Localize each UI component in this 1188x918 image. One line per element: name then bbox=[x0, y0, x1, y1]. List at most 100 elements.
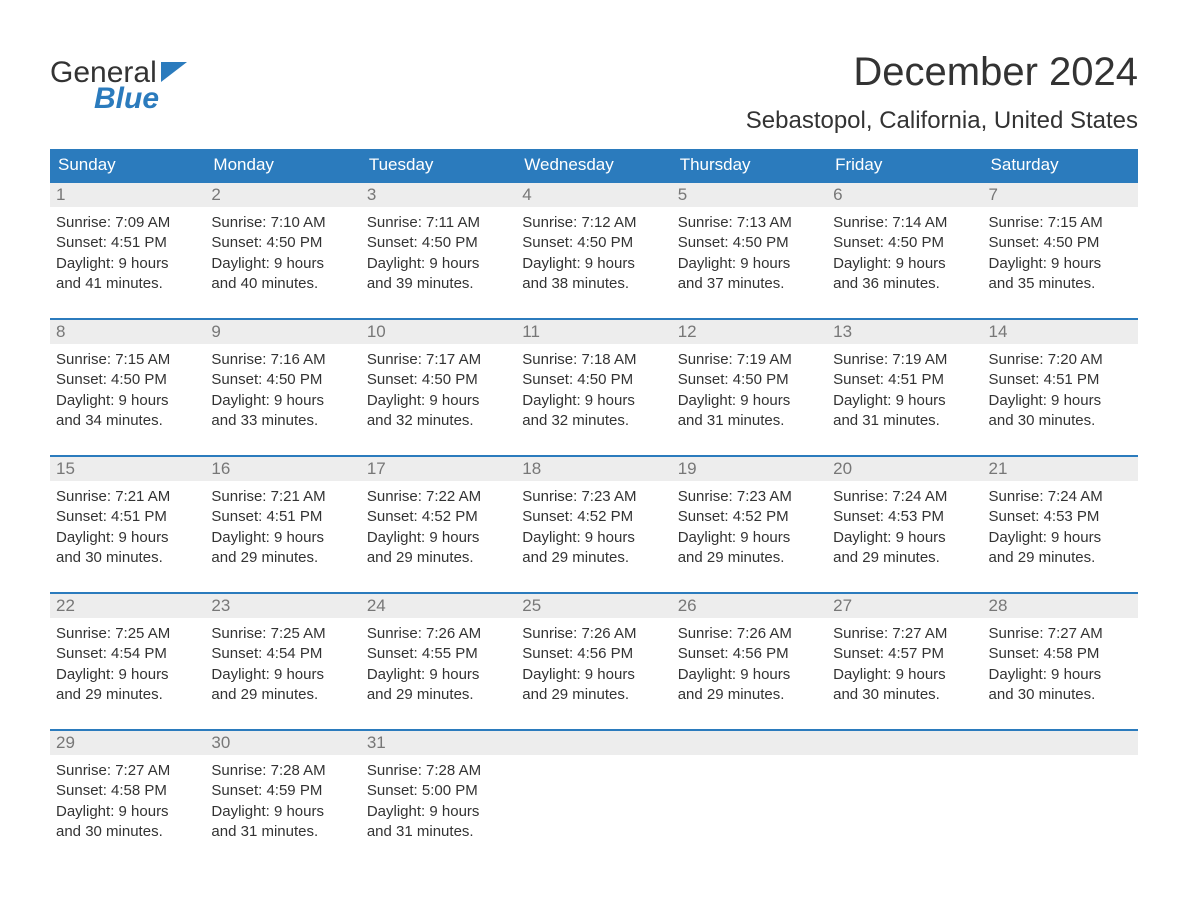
sunset-text: Sunset: 4:53 PM bbox=[833, 507, 976, 527]
day-body: Sunrise: 7:22 AMSunset: 4:52 PMDaylight:… bbox=[361, 481, 516, 574]
sunrise-text: Sunrise: 7:26 AM bbox=[678, 624, 821, 644]
day-number: 11 bbox=[516, 320, 671, 344]
sunset-text: Sunset: 4:51 PM bbox=[833, 370, 976, 390]
calendar-day: 3Sunrise: 7:11 AMSunset: 4:50 PMDaylight… bbox=[361, 183, 516, 300]
daylight-text-2: and 40 minutes. bbox=[211, 274, 354, 294]
daylight-text-2: and 29 minutes. bbox=[522, 548, 665, 568]
calendar-week: 1Sunrise: 7:09 AMSunset: 4:51 PMDaylight… bbox=[50, 181, 1138, 300]
calendar-day: 4Sunrise: 7:12 AMSunset: 4:50 PMDaylight… bbox=[516, 183, 671, 300]
sunset-text: Sunset: 4:51 PM bbox=[56, 507, 199, 527]
day-number: 15 bbox=[50, 457, 205, 481]
day-number: 27 bbox=[827, 594, 982, 618]
day-body: Sunrise: 7:12 AMSunset: 4:50 PMDaylight:… bbox=[516, 207, 671, 300]
daylight-text-2: and 41 minutes. bbox=[56, 274, 199, 294]
daylight-text-2: and 30 minutes. bbox=[56, 822, 199, 842]
calendar: Sunday Monday Tuesday Wednesday Thursday… bbox=[50, 149, 1138, 848]
daylight-text-1: Daylight: 9 hours bbox=[678, 254, 821, 274]
sunset-text: Sunset: 4:50 PM bbox=[522, 370, 665, 390]
daylight-text-1: Daylight: 9 hours bbox=[211, 665, 354, 685]
daylight-text-1: Daylight: 9 hours bbox=[56, 528, 199, 548]
day-body: Sunrise: 7:26 AMSunset: 4:56 PMDaylight:… bbox=[672, 618, 827, 711]
day-number: 6 bbox=[827, 183, 982, 207]
calendar-day: 24Sunrise: 7:26 AMSunset: 4:55 PMDayligh… bbox=[361, 594, 516, 711]
day-body: Sunrise: 7:26 AMSunset: 4:56 PMDaylight:… bbox=[516, 618, 671, 711]
sunrise-text: Sunrise: 7:10 AM bbox=[211, 213, 354, 233]
calendar-day: 18 Sunrise: 7:23 AMSunset: 4:52 PMDayligh… bbox=[516, 457, 671, 574]
calendar-day: . bbox=[827, 731, 982, 848]
daylight-text-2: and 35 minutes. bbox=[989, 274, 1132, 294]
weekday-header: Friday bbox=[827, 149, 982, 181]
sunset-text: Sunset: 4:50 PM bbox=[678, 233, 821, 253]
logo: General Blue bbox=[50, 50, 187, 114]
day-number: 14 bbox=[983, 320, 1138, 344]
day-body: Sunrise: 7:28 AMSunset: 4:59 PMDaylight:… bbox=[205, 755, 360, 848]
sunset-text: Sunset: 4:53 PM bbox=[989, 507, 1132, 527]
daylight-text-2: and 29 minutes. bbox=[367, 685, 510, 705]
daylight-text-2: and 29 minutes. bbox=[522, 685, 665, 705]
daylight-text-1: Daylight: 9 hours bbox=[56, 665, 199, 685]
sunrise-text: Sunrise: 7:21 AM bbox=[56, 487, 199, 507]
calendar-day: 11Sunrise: 7:18 AMSunset: 4:50 PMDayligh… bbox=[516, 320, 671, 437]
sunset-text: Sunset: 4:50 PM bbox=[367, 233, 510, 253]
sunset-text: Sunset: 4:50 PM bbox=[211, 233, 354, 253]
daylight-text-1: Daylight: 9 hours bbox=[833, 254, 976, 274]
day-body: Sunrise: 7:27 AMSunset: 4:58 PMDaylight:… bbox=[983, 618, 1138, 711]
daylight-text-1: Daylight: 9 hours bbox=[989, 391, 1132, 411]
day-number: 10 bbox=[361, 320, 516, 344]
daylight-text-1: Daylight: 9 hours bbox=[56, 391, 199, 411]
calendar-day: 10Sunrise: 7:17 AMSunset: 4:50 PMDayligh… bbox=[361, 320, 516, 437]
sunrise-text: Sunrise: 7:11 AM bbox=[367, 213, 510, 233]
calendar-day: . bbox=[672, 731, 827, 848]
calendar-day: 2Sunrise: 7:10 AMSunset: 4:50 PMDaylight… bbox=[205, 183, 360, 300]
day-number: 25 bbox=[516, 594, 671, 618]
sunrise-text: Sunrise: 7:19 AM bbox=[678, 350, 821, 370]
sunset-text: Sunset: 4:58 PM bbox=[989, 644, 1132, 664]
sunset-text: Sunset: 4:50 PM bbox=[56, 370, 199, 390]
sunrise-text: Sunrise: 7:12 AM bbox=[522, 213, 665, 233]
calendar-day: 26Sunrise: 7:26 AMSunset: 4:56 PMDayligh… bbox=[672, 594, 827, 711]
day-number: 1 bbox=[50, 183, 205, 207]
daylight-text-2: and 30 minutes. bbox=[989, 685, 1132, 705]
daylight-text-1: Daylight: 9 hours bbox=[211, 802, 354, 822]
sunset-text: Sunset: 4:52 PM bbox=[522, 507, 665, 527]
page-title: December 2024 bbox=[746, 50, 1138, 95]
daylight-text-2: and 39 minutes. bbox=[367, 274, 510, 294]
daylight-text-2: and 31 minutes. bbox=[833, 411, 976, 431]
sunset-text: Sunset: 4:54 PM bbox=[211, 644, 354, 664]
sunrise-text: Sunrise: 7:24 AM bbox=[833, 487, 976, 507]
sunrise-text: Sunrise: 7:28 AM bbox=[211, 761, 354, 781]
daylight-text-2: and 30 minutes. bbox=[989, 411, 1132, 431]
daylight-text-1: Daylight: 9 hours bbox=[211, 528, 354, 548]
daylight-text-2: and 36 minutes. bbox=[833, 274, 976, 294]
day-number: 26 bbox=[672, 594, 827, 618]
calendar-day: 16Sunrise: 7:21 AMSunset: 4:51 PMDayligh… bbox=[205, 457, 360, 574]
calendar-day: 12Sunrise: 7:19 AMSunset: 4:50 PMDayligh… bbox=[672, 320, 827, 437]
sunrise-text: Sunrise: 7:23 AM bbox=[522, 487, 665, 507]
daylight-text-1: Daylight: 9 hours bbox=[211, 254, 354, 274]
sunset-text: Sunset: 4:50 PM bbox=[678, 370, 821, 390]
logo-text-2: Blue bbox=[94, 84, 159, 114]
sunrise-text: Sunrise: 7:26 AM bbox=[522, 624, 665, 644]
calendar-day: 7Sunrise: 7:15 AMSunset: 4:50 PMDaylight… bbox=[983, 183, 1138, 300]
day-number: 28 bbox=[983, 594, 1138, 618]
sunset-text: Sunset: 4:55 PM bbox=[367, 644, 510, 664]
day-number: 30 bbox=[205, 731, 360, 755]
calendar-day: 17Sunrise: 7:22 AMSunset: 4:52 PMDayligh… bbox=[361, 457, 516, 574]
daylight-text-1: Daylight: 9 hours bbox=[367, 254, 510, 274]
day-body: Sunrise: 7:21 AMSunset: 4:51 PMDaylight:… bbox=[50, 481, 205, 574]
sunset-text: Sunset: 4:51 PM bbox=[211, 507, 354, 527]
day-number: . bbox=[672, 731, 827, 755]
daylight-text-1: Daylight: 9 hours bbox=[367, 665, 510, 685]
daylight-text-1: Daylight: 9 hours bbox=[989, 254, 1132, 274]
weekday-header-row: Sunday Monday Tuesday Wednesday Thursday… bbox=[50, 149, 1138, 181]
daylight-text-2: and 31 minutes. bbox=[367, 822, 510, 842]
daylight-text-1: Daylight: 9 hours bbox=[522, 528, 665, 548]
calendar-day: 9Sunrise: 7:16 AMSunset: 4:50 PMDaylight… bbox=[205, 320, 360, 437]
daylight-text-2: and 29 minutes. bbox=[989, 548, 1132, 568]
day-body: Sunrise: 7:18 AMSunset: 4:50 PMDaylight:… bbox=[516, 344, 671, 437]
day-number: 21 bbox=[983, 457, 1138, 481]
day-number: 18 bbox=[516, 457, 671, 481]
day-number: 29 bbox=[50, 731, 205, 755]
day-body: Sunrise: 7:16 AMSunset: 4:50 PMDaylight:… bbox=[205, 344, 360, 437]
daylight-text-1: Daylight: 9 hours bbox=[833, 528, 976, 548]
